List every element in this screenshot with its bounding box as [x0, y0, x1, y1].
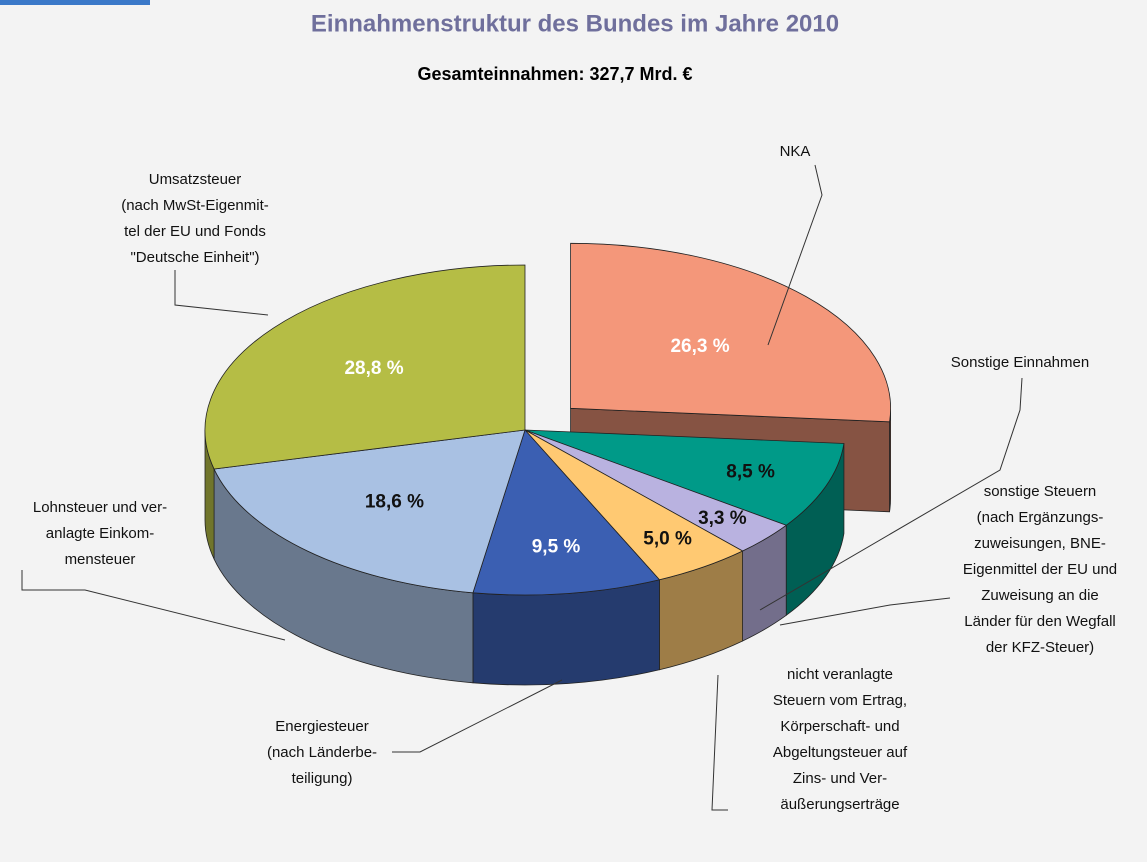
- pie-side: [472, 579, 660, 686]
- category-label: Zuweisung an die: [981, 587, 1099, 604]
- category-label: (nach MwSt-Eigenmit-: [121, 197, 269, 214]
- data-label: 18,6 %: [365, 492, 424, 513]
- pie-slice: [524, 429, 845, 526]
- category-label: Sonstige Einnahmen: [951, 354, 1089, 371]
- leader-line: [21, 570, 286, 641]
- leader-line: [392, 679, 563, 753]
- category-label: Abgeltungsteuer auf: [773, 744, 908, 761]
- category-label: Eigenmittel der EU und: [963, 561, 1117, 578]
- pie-slice: [213, 429, 526, 594]
- category-label: Zins- und Ver-: [793, 770, 887, 787]
- category-label: (nach Länderbe-: [267, 744, 377, 761]
- data-label: 8,5 %: [726, 461, 775, 482]
- data-label: 26,3 %: [670, 336, 729, 357]
- category-label: der KFZ-Steuer): [986, 639, 1094, 656]
- data-label: 28,8 %: [344, 358, 403, 379]
- category-label: mensteuer: [65, 551, 136, 568]
- category-label: Körperschaft- und: [780, 718, 899, 735]
- category-label: NKA: [780, 143, 811, 160]
- category-label: teiligung): [292, 770, 353, 787]
- data-label: 9,5 %: [532, 537, 581, 558]
- category-label: "Deutsche Einheit"): [130, 249, 259, 266]
- leader-line: [767, 164, 823, 346]
- category-label: Lohnsteuer und ver-: [33, 499, 167, 516]
- chart-subtitle: Gesamteinnahmen: 327,7 Mrd. €: [417, 64, 692, 84]
- data-label: 3,3 %: [698, 508, 747, 529]
- chart-title: Einnahmenstruktur des Bundes im Jahre 20…: [311, 10, 839, 37]
- leader-line: [711, 674, 728, 811]
- category-label: nicht veranlagte: [787, 666, 893, 683]
- category-label: Energiesteuer: [275, 718, 368, 735]
- data-label: 5,0 %: [643, 529, 692, 550]
- leader-line: [779, 597, 951, 626]
- pie-slice: [570, 242, 891, 423]
- category-label: Umsatzsteuer: [149, 171, 242, 188]
- category-label: anlagte Einkom-: [46, 525, 154, 542]
- pie-slice: [204, 264, 526, 470]
- pie-slice: [472, 429, 661, 596]
- category-label: tel der EU und Fonds: [124, 223, 266, 240]
- leader-line: [759, 377, 1023, 611]
- category-label: zuweisungen, BNE-: [974, 535, 1106, 552]
- category-label: (nach Ergänzungs-: [977, 509, 1104, 526]
- corner-bar: [0, 0, 150, 5]
- category-label: sonstige Steuern: [984, 483, 1097, 500]
- leader-line: [174, 270, 269, 316]
- category-label: Länder für den Wegfall: [964, 613, 1116, 630]
- category-label: äußerungserträge: [780, 796, 899, 813]
- category-label: Steuern vom Ertrag,: [773, 692, 907, 709]
